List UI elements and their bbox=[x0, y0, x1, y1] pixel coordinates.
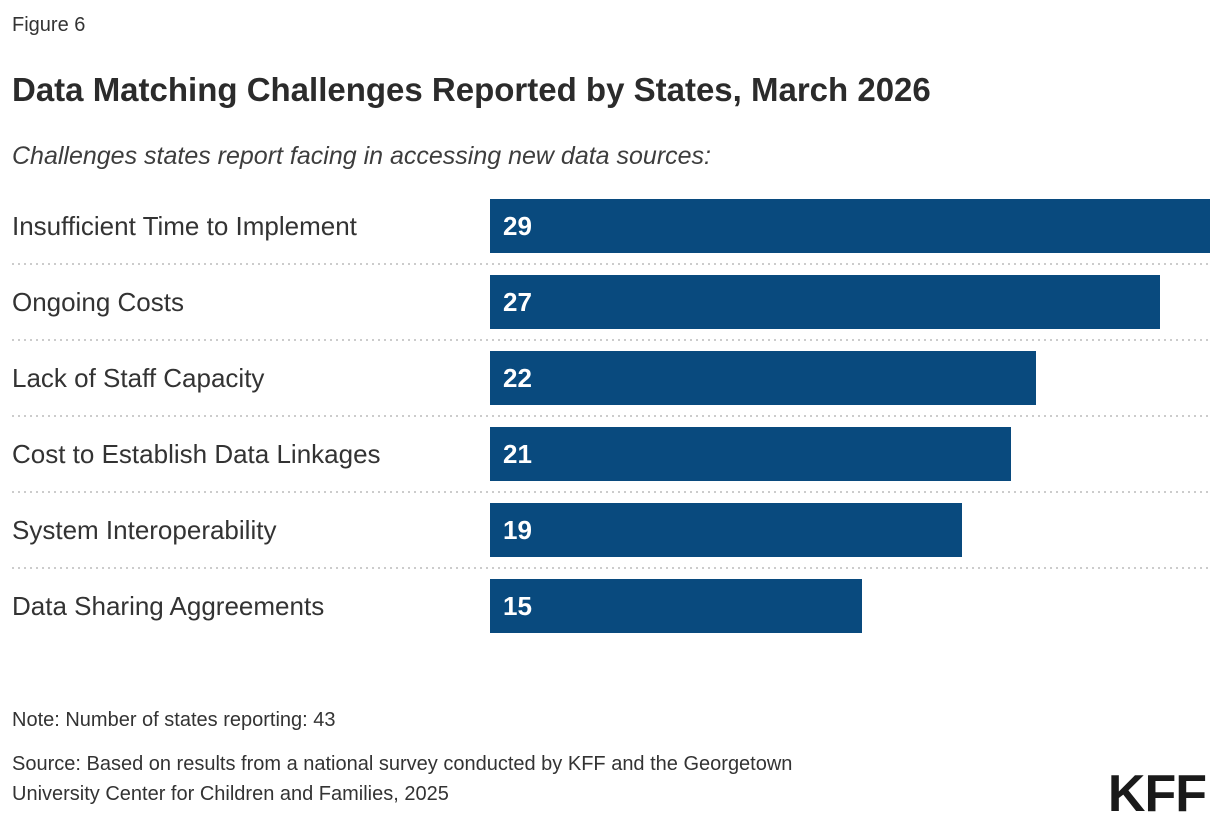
bar-value-label: 29 bbox=[503, 210, 532, 241]
bar-value-label: 21 bbox=[503, 438, 532, 469]
bar: 19 bbox=[490, 503, 962, 557]
chart-row: Insufficient Time to Implement 29 bbox=[12, 199, 1210, 253]
bar-value-label: 15 bbox=[503, 590, 532, 621]
bar-track: 21 bbox=[490, 427, 1208, 481]
bar-track: 19 bbox=[490, 503, 1208, 557]
row-separator bbox=[12, 491, 1208, 493]
category-label: System Interoperability bbox=[12, 514, 277, 545]
figure-title: Data Matching Challenges Reported by Sta… bbox=[12, 71, 931, 108]
row-separator bbox=[12, 263, 1208, 265]
bar-track: 29 bbox=[490, 199, 1210, 253]
category-label: Lack of Staff Capacity bbox=[12, 362, 265, 393]
note-text: Note: Number of states reporting: 43 bbox=[12, 709, 336, 731]
source-text: Source: Based on results from a national… bbox=[12, 749, 1072, 809]
kff-logo: KFF bbox=[1107, 765, 1207, 823]
figure-number-label: Figure 6 bbox=[12, 14, 86, 36]
category-label: Data Sharing Aggreements bbox=[12, 590, 325, 621]
category-label: Insufficient Time to Implement bbox=[12, 210, 357, 241]
category-label: Ongoing Costs bbox=[12, 286, 184, 317]
bar-value-label: 22 bbox=[503, 362, 532, 393]
chart-row: Ongoing Costs 27 bbox=[12, 275, 1208, 329]
bar: 22 bbox=[490, 351, 1036, 405]
bar-track: 15 bbox=[490, 579, 1208, 633]
bar: 21 bbox=[490, 427, 1011, 481]
source-line-1: Source: Based on results from a national… bbox=[12, 753, 793, 775]
bar: 27 bbox=[490, 275, 1160, 329]
figure-subtitle: Challenges states report facing in acces… bbox=[12, 142, 711, 170]
row-separator bbox=[12, 567, 1208, 569]
chart-row: Lack of Staff Capacity 22 bbox=[12, 351, 1208, 405]
bar: 15 bbox=[490, 579, 862, 633]
chart-row: Data Sharing Aggreements 15 bbox=[12, 579, 1208, 633]
source-line-2: University Center for Children and Famil… bbox=[12, 783, 449, 805]
chart-row: System Interoperability 19 bbox=[12, 503, 1208, 557]
bar-value-label: 19 bbox=[503, 514, 532, 545]
bar-value-label: 27 bbox=[503, 286, 532, 317]
bar-track: 22 bbox=[490, 351, 1208, 405]
bar: 29 bbox=[490, 199, 1210, 253]
chart-row: Cost to Establish Data Linkages 21 bbox=[12, 427, 1208, 481]
category-label: Cost to Establish Data Linkages bbox=[12, 438, 381, 469]
row-separator bbox=[12, 415, 1208, 417]
bar-chart: Insufficient Time to Implement 29 Ongoing … bbox=[12, 199, 1210, 633]
bar-track: 27 bbox=[490, 275, 1208, 329]
row-separator bbox=[12, 339, 1208, 341]
